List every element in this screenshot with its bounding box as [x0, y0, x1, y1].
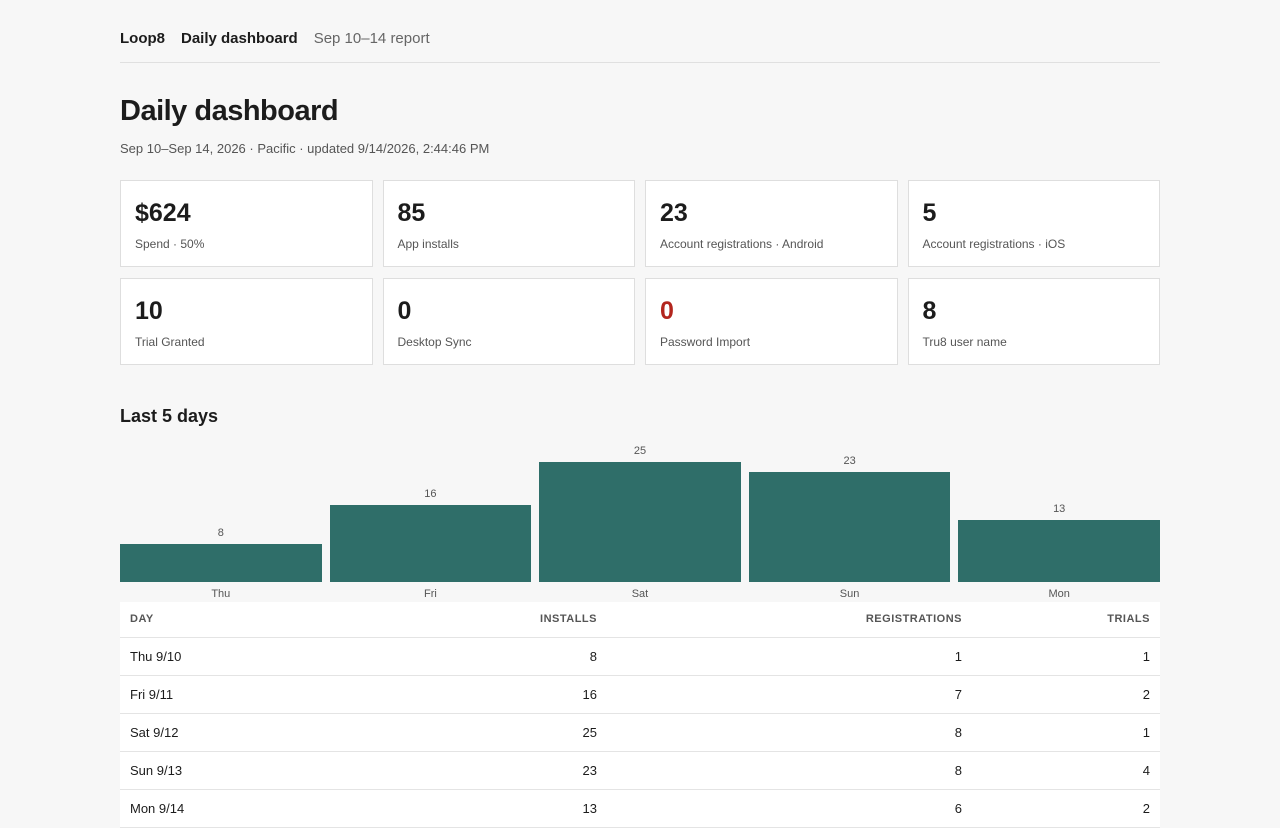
bar-fri [329, 505, 532, 582]
cell-registrations: 8 [607, 713, 972, 752]
bar-category-label: Sat [631, 588, 649, 600]
cell-registrations: 8 [607, 751, 972, 790]
cell-day: Fri 9/11 [120, 675, 430, 714]
kpi-value: 8 [922, 297, 937, 325]
kpi-value: 85 [397, 199, 426, 227]
bar-mon [958, 520, 1160, 582]
kpi-label: Account registrations · iOS [922, 237, 1066, 251]
kpi-card-app-installs: 85 App installs [382, 180, 635, 267]
cell-installs: 13 [430, 789, 607, 828]
brand-link[interactable]: Loop8 [120, 29, 165, 47]
table-row: Sat 9/12 25 8 1 [120, 713, 1160, 752]
table-row: Mon 9/14 13 6 2 [120, 789, 1160, 828]
page-meta: Sep 10–Sep 14, 2026 · Pacific · updated … [120, 141, 490, 156]
kpi-card-trial-granted: 10 Trial Granted [120, 278, 373, 365]
bar-value-label: 23 [843, 455, 856, 467]
kpi-value: 0 [397, 297, 412, 325]
cell-installs: 23 [430, 751, 607, 790]
kpi-card-password-import: 0 Password Import [645, 278, 898, 365]
top-nav: Loop8 Daily dashboard Sep 10–14 report [120, 0, 1160, 63]
bar-sat [539, 462, 741, 582]
section-title: Last 5 days [120, 406, 219, 426]
kpi-value-alert: 0 [660, 297, 674, 325]
kpi-value: 10 [135, 297, 163, 325]
bar-column-sat: 25 Sat [539, 442, 741, 602]
col-header-day: DAY [120, 602, 430, 638]
table-header-row: DAY INSTALLS REGISTRATIONS TRIALS [120, 602, 1160, 638]
cell-trials: 2 [972, 789, 1160, 828]
nav-current-page[interactable]: Daily dashboard [181, 29, 298, 47]
col-header-trials: TRIALS [972, 602, 1160, 638]
nav-report-range: Sep 10–14 report [313, 29, 430, 47]
table-row: Fri 9/11 16 7 2 [120, 675, 1160, 714]
col-header-installs: INSTALLS [430, 602, 607, 638]
table-row: Sun 9/13 23 8 4 [120, 751, 1160, 790]
cell-trials: 1 [972, 637, 1160, 676]
cell-day: Sat 9/12 [120, 713, 430, 752]
kpi-value: $624 [135, 199, 191, 227]
cell-trials: 2 [972, 675, 1160, 714]
cell-registrations: 1 [607, 637, 972, 676]
kpi-card-user-name: 8 Tru8 user name [907, 278, 1160, 365]
kpi-cards: $624 Spend · 50% 85 App installs 23 Acco… [120, 180, 1160, 365]
kpi-label: Spend · 50% [135, 237, 205, 251]
kpi-value: 5 [922, 199, 937, 227]
kpi-label: Tru8 user name [922, 335, 1007, 349]
bar-column-fri: 16 Fri [329, 442, 532, 602]
cell-registrations: 6 [607, 789, 972, 828]
bar-column-mon: 13 Mon [958, 442, 1160, 602]
bar-thu [120, 544, 322, 582]
cell-installs: 8 [430, 637, 607, 676]
bar-column-sun: 23 Sun [748, 442, 951, 602]
bar-value-label: 8 [217, 527, 224, 539]
cell-registrations: 7 [607, 675, 972, 714]
page-title: Daily dashboard [120, 95, 339, 127]
kpi-card-spend: $624 Spend · 50% [120, 180, 373, 267]
bar-category-label: Thu [211, 588, 231, 600]
kpi-label: Account registrations · Android [660, 237, 824, 251]
cell-day: Mon 9/14 [120, 789, 430, 828]
bar-category-label: Sun [839, 588, 860, 600]
cell-trials: 1 [972, 713, 1160, 752]
kpi-card-registrations-ios: 5 Account registrations · iOS [907, 180, 1160, 267]
installs-bar-chart: 8 Thu 16 Fri 25 Sat 23 Sun 13 Mon [120, 442, 1160, 602]
cell-day: Sun 9/13 [120, 751, 430, 790]
kpi-label: App installs [397, 237, 459, 251]
col-header-registrations: REGISTRATIONS [607, 602, 972, 638]
bar-value-label: 25 [633, 445, 647, 457]
kpi-label: Password Import [660, 335, 751, 349]
kpi-card-desktop-sync: 0 Desktop Sync [382, 278, 635, 365]
cell-trials: 4 [972, 751, 1160, 790]
bar-column-thu: 8 Thu [120, 442, 322, 602]
bar-category-label: Fri [423, 588, 437, 600]
bar-value-label: 16 [424, 488, 437, 500]
dashboard-page: Loop8 Daily dashboard Sep 10–14 report D… [120, 0, 1160, 828]
table-row: Thu 9/10 8 1 1 [120, 637, 1160, 676]
kpi-value: 23 [660, 199, 688, 227]
cell-day: Thu 9/10 [120, 637, 430, 676]
bar-sun [748, 472, 951, 582]
kpi-label: Trial Granted [135, 335, 205, 349]
daily-table: DAY INSTALLS REGISTRATIONS TRIALS Thu 9/… [120, 602, 1160, 828]
cell-installs: 16 [430, 675, 607, 714]
bar-category-label: Mon [1048, 588, 1070, 600]
cell-installs: 25 [430, 713, 607, 752]
kpi-card-registrations-android: 23 Account registrations · Android [645, 180, 898, 267]
bar-value-label: 13 [1053, 503, 1066, 515]
kpi-label: Desktop Sync [397, 335, 472, 349]
